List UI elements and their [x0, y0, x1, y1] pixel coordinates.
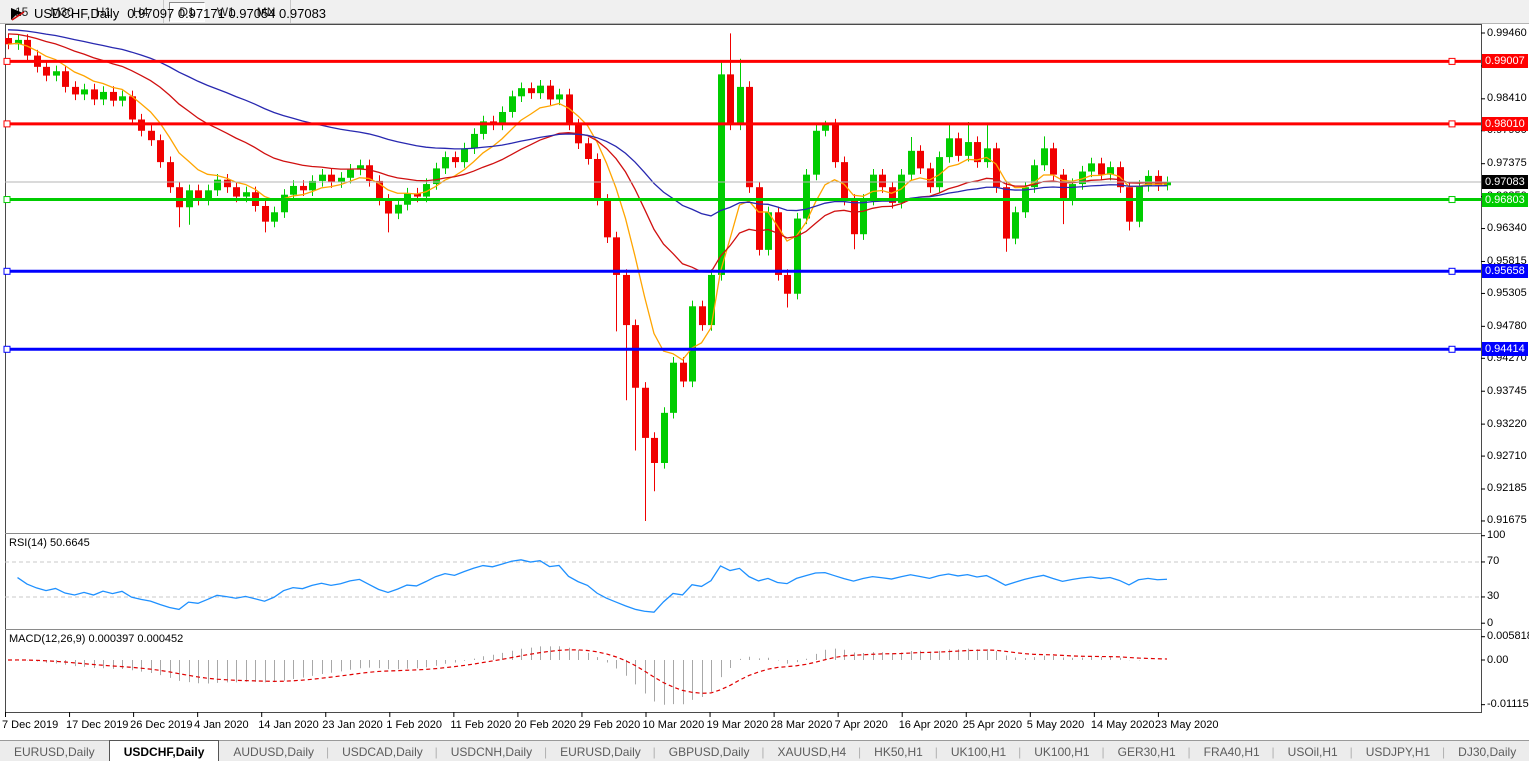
chart-title: USDCHF,Daily 0.97097 0.97171 0.97054 0.9… — [10, 6, 326, 21]
chart-tab-hk50-h1[interactable]: HK50,H1 | — [874, 744, 938, 759]
price-axis-tick: 0.97375 — [1487, 157, 1527, 170]
timeframe-button-w1[interactable]: W1 — [216, 4, 235, 19]
date-axis-label: 7 Dec 2019 — [2, 719, 59, 731]
rsi-axis-tick: 70 — [1487, 555, 1500, 568]
price-axis-tick: 0.95305 — [1487, 286, 1527, 299]
timeframe-group: D1 W1 MN — [164, 0, 292, 23]
date-axis-label: 5 May 2020 — [1026, 719, 1085, 731]
timeframe-toolbar: 15 M30 H1 H4 D1 W1 MN — [0, 0, 1529, 24]
tab-separator: | — [934, 744, 938, 759]
timeframe-button-d1[interactable]: D1 — [169, 1, 205, 22]
timeframe-button-mn[interactable]: MN — [256, 4, 276, 19]
date-axis-label: 25 Apr 2020 — [962, 719, 1023, 731]
current-price-label: 0.97083 — [1482, 174, 1528, 189]
chart-tab-usdchf-daily[interactable]: USDCHF,Daily — [108, 740, 220, 761]
tab-separator: | — [1018, 744, 1022, 759]
tab-separator: | — [1101, 744, 1105, 759]
timeframe-button-h4[interactable]: H4 — [133, 4, 149, 19]
tab-separator: | — [1271, 744, 1275, 759]
tab-separator: | — [1442, 744, 1446, 759]
price-axis-tick: 0.91675 — [1487, 514, 1527, 527]
date-axis-label: 28 Mar 2020 — [770, 719, 833, 731]
timeframe-button-m30[interactable]: M30 — [50, 4, 74, 19]
chart-tab-gbpusd-daily[interactable]: GBPUSD,Daily | — [668, 744, 765, 759]
macd-label: MACD(12,26,9) 0.000397 0.000452 — [9, 633, 184, 645]
rsi-axis-tick: 0 — [1487, 616, 1494, 629]
date-axis-label: 1 Feb 2020 — [386, 719, 442, 731]
price-axis-tick: 0.98410 — [1487, 92, 1527, 105]
macd-axis-tick: -0.011151 — [1487, 698, 1529, 711]
rsi-label: RSI(14) 50.6645 — [9, 537, 90, 549]
chart-tab-dj30-daily[interactable]: DJ30,Daily| — [1444, 741, 1529, 761]
hline-price-label[interactable]: 0.96803 — [1482, 192, 1528, 207]
date-axis-label: 29 Feb 2020 — [578, 719, 641, 731]
tab-separator: | — [1187, 744, 1191, 759]
date-axis-label: 7 Apr 2020 — [834, 719, 888, 731]
date-axis-label: 10 Mar 2020 — [642, 719, 705, 731]
chart-symbol-label: USDCHF,Daily — [34, 6, 120, 21]
date-axis-label: 11 Feb 2020 — [450, 719, 512, 731]
tab-separator: | — [325, 744, 330, 759]
timeframe-button-h1[interactable]: H1 — [95, 4, 112, 19]
hline-price-label[interactable]: 0.99007 — [1482, 54, 1528, 69]
hline-price-label[interactable]: 0.98010 — [1482, 116, 1528, 131]
chart-tab-uk100-h1[interactable]: UK100,H1 | — [950, 744, 1022, 759]
chart-tab-eurusd-daily[interactable]: EURUSD,Daily | — [560, 744, 656, 759]
price-axis-tick: 0.93220 — [1487, 417, 1527, 430]
date-axis-label: 23 May 2020 — [1154, 719, 1219, 731]
price-axis-tick: 0.94780 — [1487, 319, 1527, 332]
price-axis-tick: 0.96340 — [1487, 222, 1527, 235]
cursor-arrow-icon — [11, 7, 25, 21]
chart-tab-ger30-h1[interactable]: GER30,H1 | — [1117, 744, 1191, 759]
price-axis-tick: 0.99460 — [1487, 26, 1527, 39]
tab-separator: | — [1349, 744, 1353, 759]
chart-tab-fra40-h1[interactable]: FRA40,H1 | — [1203, 744, 1275, 759]
date-axis-label: 4 Jan 2020 — [194, 719, 249, 731]
tab-separator: | — [543, 744, 548, 759]
chart-tab-xauusd-h4[interactable]: XAUUSD,H4 | — [777, 744, 862, 759]
chart-tab-audusd-daily[interactable]: AUDUSD,Daily | — [233, 744, 330, 759]
tab-separator: | — [434, 744, 438, 759]
date-axis-label: 17 Dec 2019 — [66, 719, 129, 731]
price-axis-tick: 0.95815 — [1487, 254, 1527, 267]
chart-ohlc-values: 0.97097 0.97171 0.97054 0.97083 — [127, 6, 327, 21]
macd-axis-tick: 0.005818 — [1487, 630, 1529, 643]
date-axis-label: 23 Jan 2020 — [322, 719, 383, 731]
chart-tab-usdjpy-h1[interactable]: USDJPY,H1 | — [1365, 744, 1446, 759]
date-axis-label: 16 Apr 2020 — [898, 719, 959, 731]
timeframe-group: 15 M30 H1 H4 — [0, 0, 165, 23]
hline-price-label[interactable]: 0.94414 — [1482, 342, 1528, 357]
price-axis-tick: 0.92710 — [1487, 449, 1527, 462]
chart-tab-eurusd-daily[interactable]: EURUSD,Daily — [14, 744, 95, 759]
chart-tab-usoil-h1[interactable]: USOil,H1 | — [1287, 744, 1353, 759]
rsi-axis-tick: 100 — [1487, 529, 1506, 542]
rsi-axis-tick: 30 — [1487, 590, 1500, 603]
tab-separator: | — [858, 744, 862, 759]
price-axis-tick: 0.92185 — [1487, 482, 1527, 495]
date-axis-label: 14 Jan 2020 — [258, 719, 319, 731]
chart-tab-uk100-h1[interactable]: UK100,H1 | — [1034, 744, 1105, 759]
tab-separator: | — [761, 744, 765, 759]
hline-price-label[interactable]: 0.95658 — [1482, 264, 1528, 279]
macd-axis-tick: 0.00 — [1487, 653, 1509, 666]
chart-tab-usdcad-daily[interactable]: USDCAD,Daily | — [342, 744, 438, 759]
date-axis-label: 20 Feb 2020 — [514, 719, 577, 731]
date-axis-label: 19 Mar 2020 — [706, 719, 769, 731]
tab-separator: | — [652, 744, 656, 759]
date-axis-label: 26 Dec 2019 — [130, 719, 193, 731]
chart-tab-usdcnh-daily[interactable]: USDCNH,Daily | — [450, 744, 548, 759]
price-axis-tick: 0.93745 — [1487, 384, 1527, 397]
date-axis-label: 14 May 2020 — [1090, 719, 1155, 731]
chart-tab-bar: EURUSD,Daily USDCHF,Daily AUDUSD,Daily | USD… — [0, 740, 1529, 761]
